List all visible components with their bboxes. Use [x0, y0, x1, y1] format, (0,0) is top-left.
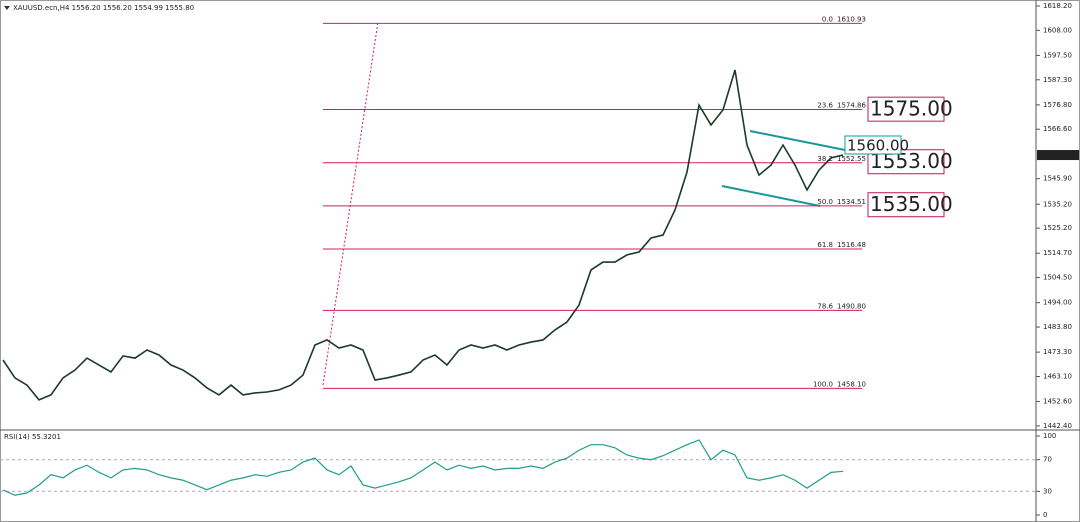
y-tick-label: 0	[1043, 511, 1047, 519]
annotation-label: 1575.00	[870, 97, 953, 121]
fib-anchor	[322, 21, 379, 386]
fib-ratio: 23.6	[817, 102, 833, 110]
menu-arrow	[4, 6, 10, 10]
channel-line	[721, 185, 821, 207]
y-tick-label: 70	[1043, 456, 1052, 464]
y-tick-label: 1576.80	[1043, 101, 1072, 109]
annotation-label: 1560.00	[847, 137, 909, 155]
current-price-tag	[1037, 150, 1079, 161]
fib-price: 1458.10	[837, 380, 866, 388]
fib-price: 1490.80	[837, 302, 866, 310]
fib-ratio: 0.0	[822, 15, 833, 23]
fib-price: 1574.86	[837, 102, 866, 110]
fib-ratio: 100.0	[813, 380, 833, 388]
fib-price: 1516.48	[837, 241, 866, 249]
fib-ratio: 38.2	[817, 155, 833, 163]
annotation-box	[867, 192, 945, 218]
y-tick-label: 1535.20	[1043, 200, 1072, 208]
y-tick-label: 100	[1043, 432, 1056, 440]
y-tick-label: 1618.20	[1043, 2, 1072, 10]
y-tick-label: 1442.40	[1043, 422, 1072, 430]
y-tick-label: 1473.30	[1043, 348, 1072, 356]
annotation-label: 1535.00	[870, 192, 953, 216]
rsi-title: RSI(14) 55.3201	[4, 433, 61, 441]
y-tick-label: 1545.90	[1043, 175, 1072, 183]
y-tick-label: 1587.30	[1043, 76, 1072, 84]
fib-price: 1610.93	[837, 15, 866, 23]
fib-price: 1552.55	[837, 155, 866, 163]
y-tick-label: 1514.70	[1043, 249, 1072, 257]
y-tick-label: 1504.50	[1043, 274, 1072, 282]
fib-ratio: 61.8	[817, 241, 833, 249]
fib-ratio: 78.6	[817, 302, 833, 310]
current-price-label: 1555.80	[1042, 151, 1071, 159]
fib-price: 1534.51	[837, 198, 866, 206]
channel-line	[749, 130, 846, 151]
annotation-box	[867, 96, 945, 122]
y-tick-label: 30	[1043, 487, 1052, 495]
y-tick-label: 1483.80	[1043, 323, 1072, 331]
annotation-box	[844, 135, 902, 155]
price-title: XAUUSD.ecn,H4 1556.20 1556.20 1554.99 15…	[13, 4, 194, 12]
y-tick-label: 1566.60	[1043, 125, 1072, 133]
fib-ratio: 50.0	[817, 198, 833, 206]
series-line	[2, 439, 844, 496]
y-tick-label: 1463.10	[1043, 372, 1072, 380]
y-tick-label: 1608.00	[1043, 26, 1072, 34]
y-tick-label: 1597.50	[1043, 51, 1072, 59]
y-tick-label: 1494.00	[1043, 299, 1072, 307]
y-tick-label: 1525.20	[1043, 224, 1072, 232]
y-tick-label: 1452.60	[1043, 398, 1072, 406]
series-line	[2, 69, 844, 401]
